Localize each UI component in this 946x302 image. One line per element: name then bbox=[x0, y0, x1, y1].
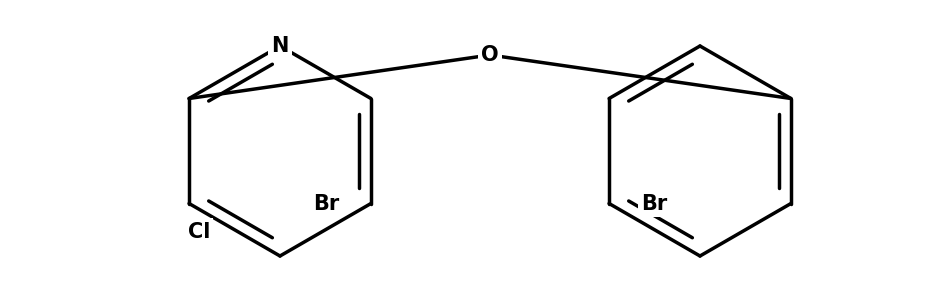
Text: N: N bbox=[272, 36, 289, 56]
Text: Br: Br bbox=[641, 194, 667, 214]
Text: Cl: Cl bbox=[188, 221, 210, 242]
Text: Br: Br bbox=[313, 194, 339, 214]
Text: O: O bbox=[482, 45, 499, 65]
